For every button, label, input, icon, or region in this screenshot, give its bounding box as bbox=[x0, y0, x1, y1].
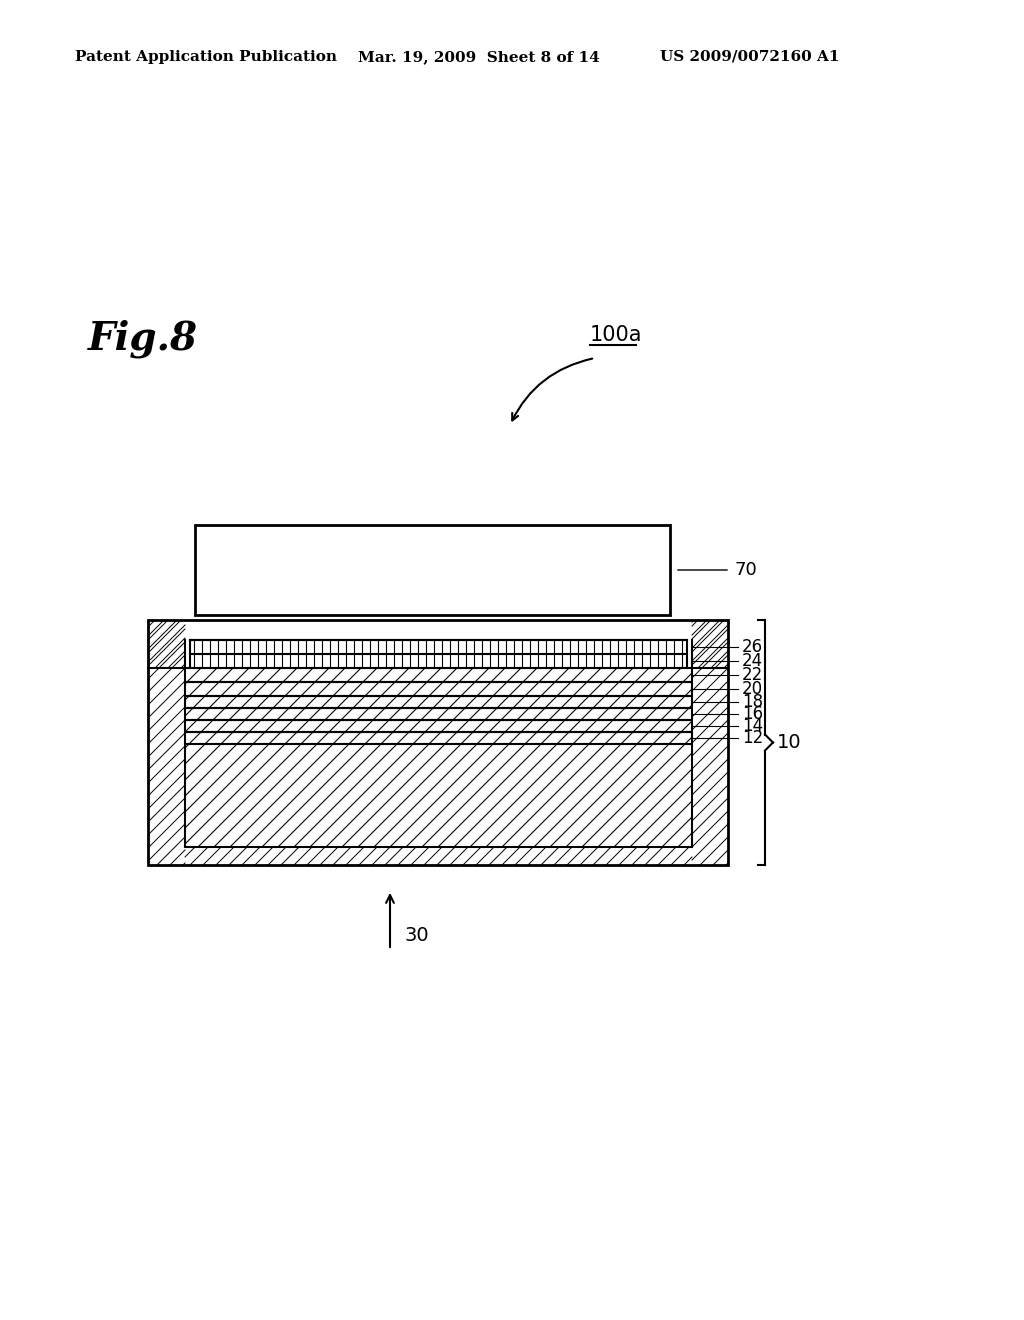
Text: 12: 12 bbox=[742, 729, 763, 747]
Text: Patent Application Publication: Patent Application Publication bbox=[75, 50, 337, 63]
Text: Fig.8: Fig.8 bbox=[88, 319, 198, 359]
Polygon shape bbox=[195, 525, 670, 615]
Text: 22: 22 bbox=[742, 667, 763, 684]
Text: 14: 14 bbox=[742, 717, 763, 735]
Text: US 2009/0072160 A1: US 2009/0072160 A1 bbox=[660, 50, 840, 63]
Text: 24: 24 bbox=[742, 652, 763, 671]
Text: 100a: 100a bbox=[590, 325, 642, 345]
Text: Mar. 19, 2009  Sheet 8 of 14: Mar. 19, 2009 Sheet 8 of 14 bbox=[358, 50, 600, 63]
Text: 26: 26 bbox=[742, 638, 763, 656]
Text: 16: 16 bbox=[742, 705, 763, 723]
Text: 18: 18 bbox=[742, 693, 763, 711]
Text: 70: 70 bbox=[734, 561, 757, 579]
Text: 20: 20 bbox=[742, 680, 763, 698]
Text: 30: 30 bbox=[406, 927, 430, 945]
Text: 10: 10 bbox=[777, 733, 802, 752]
